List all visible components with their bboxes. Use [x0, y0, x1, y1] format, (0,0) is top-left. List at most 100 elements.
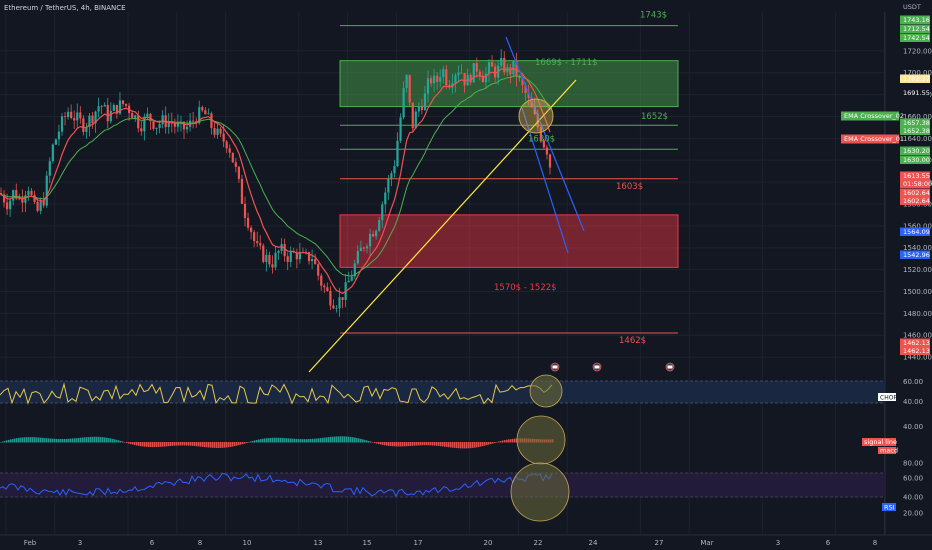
- candle-body: [134, 115, 137, 118]
- level-lines[interactable]: [340, 25, 678, 334]
- ema-legend-tag-text: EMA Crossover_01: [844, 135, 904, 143]
- support-zone: [339, 214, 679, 268]
- rsi-line: [0, 473, 553, 498]
- candle-body: [350, 276, 353, 281]
- candle-body: [286, 256, 289, 262]
- candle-body: [475, 63, 478, 72]
- event-flag-icon[interactable]: [665, 362, 675, 372]
- macd-bar: [430, 442, 432, 446]
- candle-body: [256, 241, 259, 244]
- candle-body: [420, 106, 423, 111]
- candle-body: [387, 178, 390, 193]
- macd-bar: [506, 439, 508, 443]
- macd-bar: [300, 439, 302, 443]
- candle-body: [393, 166, 396, 174]
- chop-pane[interactable]: 60.00 40.00 CHOP: [0, 374, 923, 408]
- macd-bar: [482, 442, 484, 447]
- macd-bar: [184, 442, 186, 446]
- macd-bar: [238, 442, 240, 446]
- macd-bar: [404, 442, 406, 447]
- candle-body: [277, 250, 280, 253]
- candle-body: [60, 116, 64, 132]
- candle-body: [494, 66, 497, 78]
- macd-bar: [452, 442, 454, 448]
- chop-tick: 60.00: [903, 378, 923, 386]
- macd-bar: [254, 440, 256, 443]
- macd-bar: [128, 442, 130, 444]
- candle-body: [411, 102, 414, 129]
- candlestick-series: [0, 49, 552, 317]
- rsi-tick: 80.00: [903, 460, 923, 468]
- macd-bar: [212, 442, 214, 448]
- macd-bar: [342, 436, 344, 443]
- candle-body: [539, 127, 542, 141]
- candle-body: [182, 121, 186, 130]
- highlight-circle[interactable]: [518, 98, 554, 134]
- date-tick: Mar: [700, 539, 713, 547]
- macd-bar: [190, 442, 192, 446]
- date-tick: 3: [78, 539, 82, 547]
- level-label: 1743$: [640, 11, 667, 21]
- macd-bar: [52, 438, 54, 443]
- macd-bar: [422, 442, 424, 446]
- candle-body: [39, 201, 42, 211]
- macd-bar: [328, 437, 330, 443]
- macd-bar: [296, 438, 298, 443]
- macd-bar: [70, 438, 72, 443]
- candle-body: [417, 106, 420, 112]
- macd-bar: [292, 438, 294, 443]
- candle-body: [518, 76, 521, 79]
- macd-bar: [172, 442, 174, 446]
- candle-body: [481, 75, 484, 83]
- candle-body: [54, 139, 57, 145]
- price-tick: 1500.00: [903, 288, 932, 296]
- rsi-pane[interactable]: 80.00 60.00 40.00 20.00 RSI: [0, 460, 923, 522]
- macd-bar: [510, 439, 512, 443]
- currency-label[interactable]: USDT: [903, 3, 921, 11]
- rsi-tick: 60.00: [903, 475, 923, 483]
- macd-bar: [22, 437, 24, 443]
- macd-bar: [14, 438, 16, 443]
- candle-body: [311, 259, 314, 262]
- candle-body: [478, 71, 481, 76]
- macd-bar: [338, 436, 340, 443]
- rsi-label: RSI: [884, 504, 895, 512]
- candle-body: [82, 118, 85, 132]
- candle-body: [222, 133, 225, 142]
- event-flag-icon[interactable]: [592, 362, 602, 372]
- event-markers[interactable]: [550, 362, 675, 372]
- ema-fast-line: [0, 67, 551, 295]
- symbol-title[interactable]: Ethereum / TetherUS, 4h, BINANCE: [4, 4, 126, 12]
- macd-bar: [454, 442, 456, 448]
- macd-bar: [308, 439, 310, 443]
- price-tick: 1640.00: [903, 135, 932, 143]
- level-label: 1462$: [619, 336, 646, 346]
- price-tag-bg: [900, 118, 930, 127]
- macd-bar: [286, 438, 288, 443]
- date-tick: 17: [414, 539, 423, 547]
- price-tag: 1630.20: [900, 146, 930, 155]
- candle-body: [67, 111, 70, 118]
- event-flag-icon-glyph: [667, 365, 673, 369]
- macd-bar: [350, 436, 352, 443]
- candle-body: [173, 123, 176, 127]
- macd-bar: [378, 442, 380, 445]
- price-tag-text: 1564.09: [903, 228, 930, 236]
- event-flag-icon[interactable]: [550, 362, 560, 372]
- trendline-up[interactable]: [308, 79, 577, 373]
- macd-bar: [316, 438, 318, 443]
- candle-body: [460, 72, 463, 74]
- candle-body: [176, 123, 179, 127]
- candle-body: [262, 245, 265, 263]
- chop-label: CHOP: [880, 395, 897, 402]
- trendline-down-1[interactable]: [505, 36, 585, 232]
- candle-body: [265, 254, 268, 263]
- candle-body: [530, 97, 533, 108]
- candle-body: [103, 104, 106, 107]
- trendlines[interactable]: [308, 36, 585, 373]
- date-axis[interactable]: Feb 3 6 8 10 13 15 17 20 22 24 27 Mar 3 6 8: [24, 539, 877, 547]
- macd-tag: [878, 447, 896, 454]
- candle-body: [362, 247, 366, 249]
